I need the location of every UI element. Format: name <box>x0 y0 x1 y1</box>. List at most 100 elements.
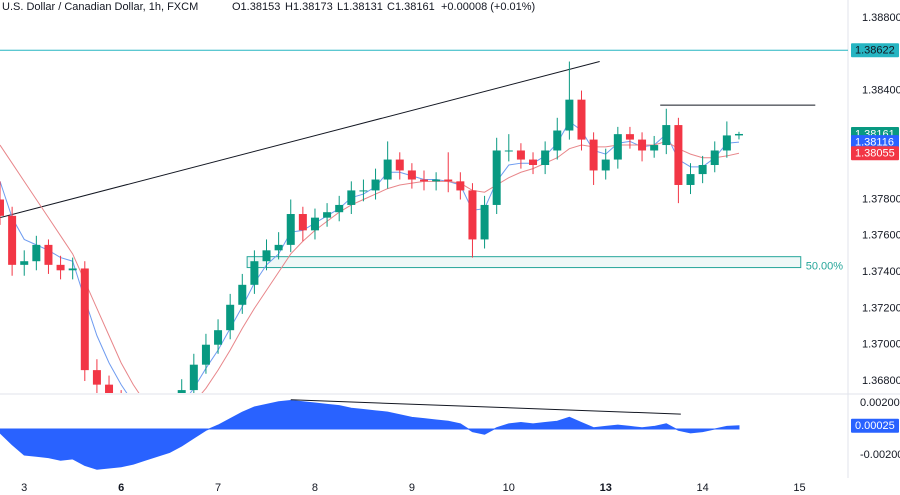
candle-body <box>177 390 186 393</box>
x-tick-label: 15 <box>793 482 805 494</box>
y-tick-label: 1.37400 <box>862 266 900 278</box>
candle-body <box>420 179 428 182</box>
fib-zone <box>246 256 802 269</box>
y-tick-label: 1.38800 <box>862 12 900 24</box>
moving-average <box>0 140 740 393</box>
candle-body <box>577 99 586 140</box>
price-label-bg <box>851 146 899 161</box>
y-tick-label: 1.36800 <box>862 375 900 387</box>
zone-label: 50.00% <box>806 260 844 272</box>
moving-average <box>0 120 740 393</box>
axes: 50.00% 1.38800 1.38400 1.37800 1.37600 1.3740… <box>21 12 900 494</box>
candle-body <box>250 261 259 285</box>
candle-body <box>541 150 550 166</box>
x-tick-label: 13 <box>600 482 612 494</box>
oscillator-panel <box>0 399 740 470</box>
candle-body <box>516 150 525 160</box>
price-label: 1.38055 <box>855 148 895 160</box>
candle-body <box>395 159 404 171</box>
candle-body <box>432 179 441 182</box>
oscillator-area <box>0 399 740 470</box>
ohlc-close: C1.38161 <box>387 1 435 13</box>
candle-body <box>371 179 380 191</box>
price-panel <box>0 49 848 424</box>
change: +0.00008 (+0.01%) <box>441 1 535 13</box>
oscillator-label: 0.00025 <box>855 420 895 432</box>
candle-body <box>710 150 719 166</box>
candle-body <box>310 217 319 231</box>
price-label: 1.38622 <box>855 45 895 57</box>
candle-body <box>166 410 174 419</box>
x-tick-label: 3 <box>21 482 27 494</box>
candle-body <box>226 304 235 331</box>
candle-body <box>722 135 731 151</box>
candle-body <box>650 145 659 151</box>
candle-body <box>407 170 416 180</box>
candle-body <box>0 199 4 216</box>
x-tick-label: 9 <box>409 482 415 494</box>
candle-body <box>335 204 344 213</box>
price-label-bg <box>851 135 899 150</box>
candle-body <box>601 159 610 171</box>
candle-body <box>686 174 695 185</box>
candle-body <box>565 99 574 131</box>
candle-body <box>80 268 89 371</box>
x-tick-label: 14 <box>697 482 709 494</box>
candle-body <box>625 134 634 140</box>
candle-body <box>359 190 368 192</box>
candle-body <box>638 139 647 151</box>
ohlc-low: L1.38131 <box>337 1 383 13</box>
candle-body <box>662 125 671 146</box>
candle-body <box>201 344 210 365</box>
candle-body <box>298 214 307 231</box>
candle-body <box>153 419 161 424</box>
candle-body <box>492 150 501 205</box>
candle-body <box>383 159 392 180</box>
candle-body <box>698 165 707 175</box>
candle-body <box>117 399 125 410</box>
y-tick-label: 1.37200 <box>862 302 900 314</box>
candle-body <box>262 250 271 262</box>
candle-body <box>323 212 332 218</box>
candle-body <box>734 133 743 136</box>
oscillator-trend-line <box>290 399 681 415</box>
candle-body <box>68 268 77 271</box>
x-tick-label: 7 <box>215 482 221 494</box>
candle-body <box>129 410 137 419</box>
y2-tick-label: 0.00200 <box>860 397 900 409</box>
ohlc-high: H1.38173 <box>285 1 333 13</box>
candle-body <box>8 215 17 265</box>
candle-body <box>56 264 65 271</box>
candle-body <box>105 384 114 393</box>
y2-tick-label: -0.00200 <box>860 449 900 461</box>
candle-body <box>286 214 295 245</box>
candle-body <box>32 244 41 262</box>
ohlc-open: O1.38153 <box>232 1 280 13</box>
price-label: 1.38116 <box>855 137 894 149</box>
candle-body <box>589 139 598 171</box>
candle-body <box>529 159 538 166</box>
candle-body <box>613 134 622 160</box>
candle-body <box>347 190 356 205</box>
candle-body <box>20 261 29 265</box>
x-tick-label: 10 <box>503 482 515 494</box>
candle-body <box>189 364 198 391</box>
candle-body <box>238 284 247 305</box>
candle-body <box>468 190 477 240</box>
price-label-bg <box>851 43 899 58</box>
candle-body <box>141 419 149 424</box>
candle-body <box>92 370 101 385</box>
candle-body <box>214 330 223 345</box>
header: U.S. Dollar / Canadian Dollar, 1h, FXCM … <box>2 1 535 13</box>
candle-body <box>480 204 489 240</box>
candle-body <box>44 244 53 265</box>
y-tick-label: 1.37600 <box>862 230 900 242</box>
candle-body <box>274 244 283 251</box>
candle-body <box>456 181 465 191</box>
candle-body <box>504 150 513 152</box>
trend-line <box>0 61 600 219</box>
candle-body <box>444 179 453 182</box>
candle-body <box>553 130 562 151</box>
oscillator-label-bg <box>851 418 899 433</box>
